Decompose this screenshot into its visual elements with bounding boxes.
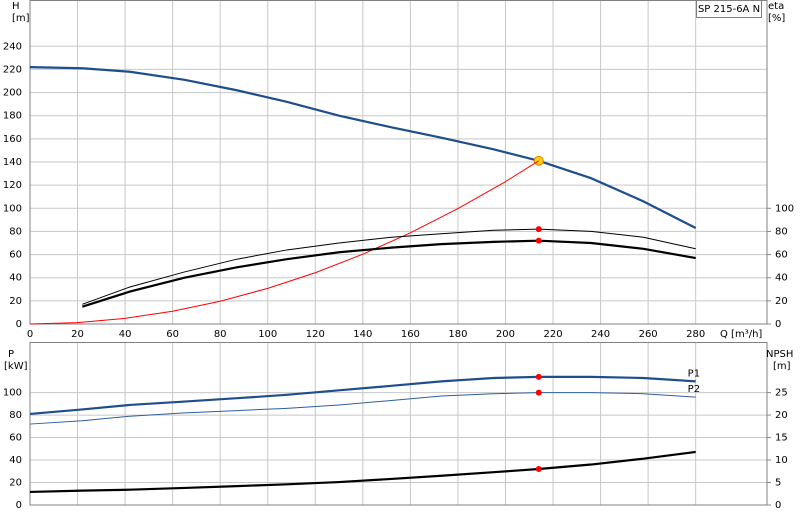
operating-point — [535, 389, 542, 396]
y-tick-label: 100 — [3, 203, 22, 214]
x-tick-label: 40 — [119, 329, 132, 340]
x-tick-label: 80 — [214, 329, 227, 340]
y-axis-label: H — [12, 1, 20, 12]
x-tick-label: 280 — [686, 329, 705, 340]
x-tick-label: 140 — [353, 329, 372, 340]
y-axis-unit: [kW] — [4, 361, 28, 372]
y-tick-label: 120 — [3, 180, 22, 191]
x-tick-label: 240 — [591, 329, 610, 340]
y-tick-label: 0 — [16, 319, 22, 330]
series-label: P1 — [688, 368, 700, 379]
title-box — [696, 0, 762, 18]
y2-tick-label: 0 — [775, 319, 781, 330]
y-tick-label: 80 — [9, 410, 22, 421]
y-tick-label: 80 — [9, 226, 22, 237]
y-tick-label: 20 — [9, 296, 22, 307]
y-tick-label: 240 — [3, 41, 22, 52]
y2-tick-label: 5 — [775, 478, 781, 489]
x-axis-label: Q [m³/h] — [720, 329, 762, 340]
y-tick-label: 20 — [9, 478, 22, 489]
y2-tick-label: 20 — [775, 296, 788, 307]
operating-point — [535, 373, 542, 380]
y2-axis-unit: [m] — [773, 361, 791, 372]
x-tick-label: 20 — [71, 329, 84, 340]
curve — [29, 66, 697, 229]
x-tick-label: 160 — [401, 329, 420, 340]
y2-axis-unit: [%] — [768, 13, 785, 24]
curve — [82, 228, 696, 305]
y-tick-label: 200 — [3, 88, 22, 99]
plot-area — [30, 342, 767, 505]
y-tick-label: 140 — [3, 157, 22, 168]
x-tick-label: 60 — [166, 329, 179, 340]
y-tick-label: 0 — [16, 500, 22, 511]
x-tick-label: 260 — [639, 329, 658, 340]
x-tick-label: 120 — [306, 329, 325, 340]
x-tick-label: 220 — [543, 329, 562, 340]
y2-axis-label: NPSH — [766, 349, 793, 360]
y2-tick-label: 0 — [775, 500, 781, 511]
y-tick-label: 100 — [3, 388, 22, 399]
chart-title: SP 215-6A N — [698, 4, 760, 15]
curve — [29, 450, 696, 494]
x-tick-label: 180 — [448, 329, 467, 340]
y2-tick-label: 60 — [775, 250, 788, 261]
y2-tick-label: 80 — [775, 226, 788, 237]
y-axis-label: P — [8, 349, 14, 360]
series-label: P2 — [688, 384, 700, 395]
y2-axis-label: eta — [768, 1, 784, 12]
y-axis-unit: [m] — [12, 13, 30, 24]
y-tick-label: 60 — [9, 433, 22, 444]
y2-tick-label: 10 — [775, 455, 788, 466]
y2-tick-label: 100 — [775, 203, 794, 214]
y-tick-label: 40 — [9, 273, 22, 284]
curve — [29, 375, 696, 416]
y2-tick-label: 25 — [775, 388, 788, 399]
y2-tick-label: 40 — [775, 273, 788, 284]
y-tick-label: 160 — [3, 134, 22, 145]
curve — [81, 239, 696, 308]
y-tick-label: 40 — [9, 455, 22, 466]
y2-tick-label: 20 — [775, 410, 788, 421]
y-tick-label: 220 — [3, 64, 22, 75]
y2-tick-label: 15 — [775, 433, 788, 444]
x-tick-label: 200 — [496, 329, 515, 340]
plot-border — [29, 0, 768, 325]
x-tick-label: 0 — [27, 329, 33, 340]
curve — [29, 392, 696, 425]
y-tick-label: 60 — [9, 250, 22, 261]
x-tick-label: 100 — [258, 329, 277, 340]
y-tick-label: 180 — [3, 111, 22, 122]
operating-point — [535, 237, 542, 244]
curve — [29, 160, 540, 325]
operating-point — [535, 466, 542, 473]
operating-point — [535, 226, 542, 233]
